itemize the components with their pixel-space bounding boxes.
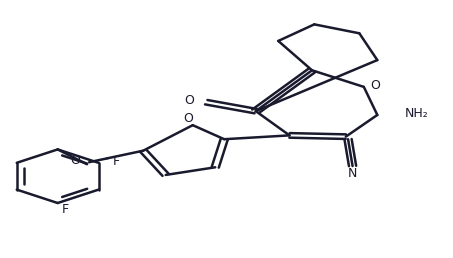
Text: O: O xyxy=(370,79,380,92)
Text: F: F xyxy=(113,155,120,168)
Text: N: N xyxy=(348,167,357,180)
Text: O: O xyxy=(184,94,193,107)
Text: O: O xyxy=(70,154,80,167)
Text: F: F xyxy=(61,203,68,216)
Text: O: O xyxy=(183,112,193,125)
Text: NH₂: NH₂ xyxy=(405,107,428,120)
